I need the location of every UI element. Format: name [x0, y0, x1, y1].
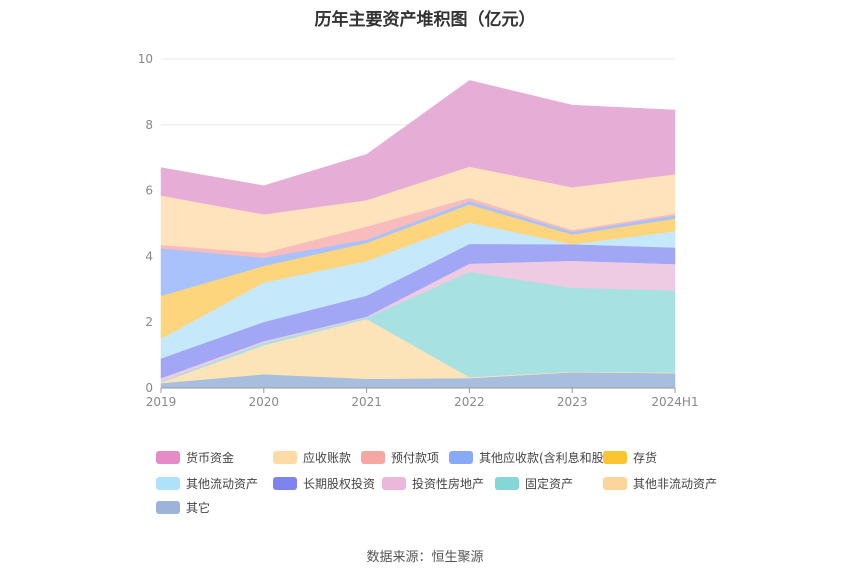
legend-label: 货币资金	[186, 450, 235, 465]
legend-item[interactable]: 其他非流动资产	[603, 475, 717, 491]
legend-item[interactable]: 投资性房地产	[382, 475, 484, 491]
legend-swatch	[273, 450, 297, 464]
legend-item[interactable]: 货币资金	[156, 449, 234, 465]
legend-item[interactable]: 存货	[603, 449, 657, 465]
legend-swatch	[273, 476, 297, 490]
legend-label: 应收账款	[303, 450, 352, 465]
legend-item[interactable]: 应收账款	[273, 449, 351, 465]
chart-title: 历年主要资产堆积图（亿元）	[314, 10, 536, 30]
x-tick-label: 2023	[557, 395, 588, 409]
stacked-area-chart: 0 2 4 6 8 10 2019 2020 2021 2022 2023 2024H1	[138, 52, 699, 409]
legend-swatch	[495, 476, 519, 490]
legend-item[interactable]: 其他应收款(含利息和股利)	[449, 449, 620, 465]
legend-label: 长期股权投资	[303, 476, 376, 491]
axes: 0 2 4 6 8 10 2019 2020 2021 2022 2023 2024H1	[138, 52, 699, 409]
legend-label: 其他应收款(含利息和股利)	[479, 450, 621, 465]
legend-swatch	[603, 450, 627, 464]
legend-label: 投资性房地产	[412, 476, 485, 491]
legend-swatch	[382, 476, 406, 490]
y-tick-label: 10	[138, 52, 153, 66]
legend-item[interactable]: 预付款项	[361, 449, 439, 465]
area-series-货币资金	[160, 80, 676, 215]
legend-label: 其它	[186, 500, 211, 515]
legend-label: 预付款项	[391, 450, 440, 465]
data-source: 数据来源：恒生聚源	[366, 550, 484, 565]
legend-label: 存货	[633, 450, 658, 465]
x-tick-label: 2022	[454, 395, 485, 409]
legend-item[interactable]: 长期股权投资	[273, 475, 375, 491]
x-tick-label: 2024H1	[651, 395, 698, 409]
legend-swatch	[361, 450, 385, 464]
legend-swatch	[603, 476, 627, 490]
legend-label: 其他流动资产	[186, 476, 259, 491]
y-tick-label: 2	[145, 315, 153, 329]
legend-label: 其他非流动资产	[633, 476, 718, 491]
area-layer	[160, 80, 676, 389]
x-tick-label: 2020	[249, 395, 280, 409]
legend-item[interactable]: 固定资产	[495, 475, 573, 491]
legend-swatch	[156, 450, 180, 464]
x-tick-label: 2021	[351, 395, 382, 409]
legend-label: 固定资产	[525, 476, 574, 491]
legend-item[interactable]: 其它	[156, 499, 210, 515]
legend-swatch	[156, 476, 180, 490]
legend-swatch	[156, 500, 180, 514]
legend-swatch	[449, 450, 473, 464]
x-tick-label: 2019	[146, 395, 177, 409]
y-tick-label: 8	[145, 118, 153, 132]
legend-item[interactable]: 其他流动资产	[156, 475, 258, 491]
y-tick-label: 6	[145, 184, 153, 198]
y-tick-label: 4	[145, 249, 153, 263]
y-tick-label: 0	[145, 381, 153, 395]
